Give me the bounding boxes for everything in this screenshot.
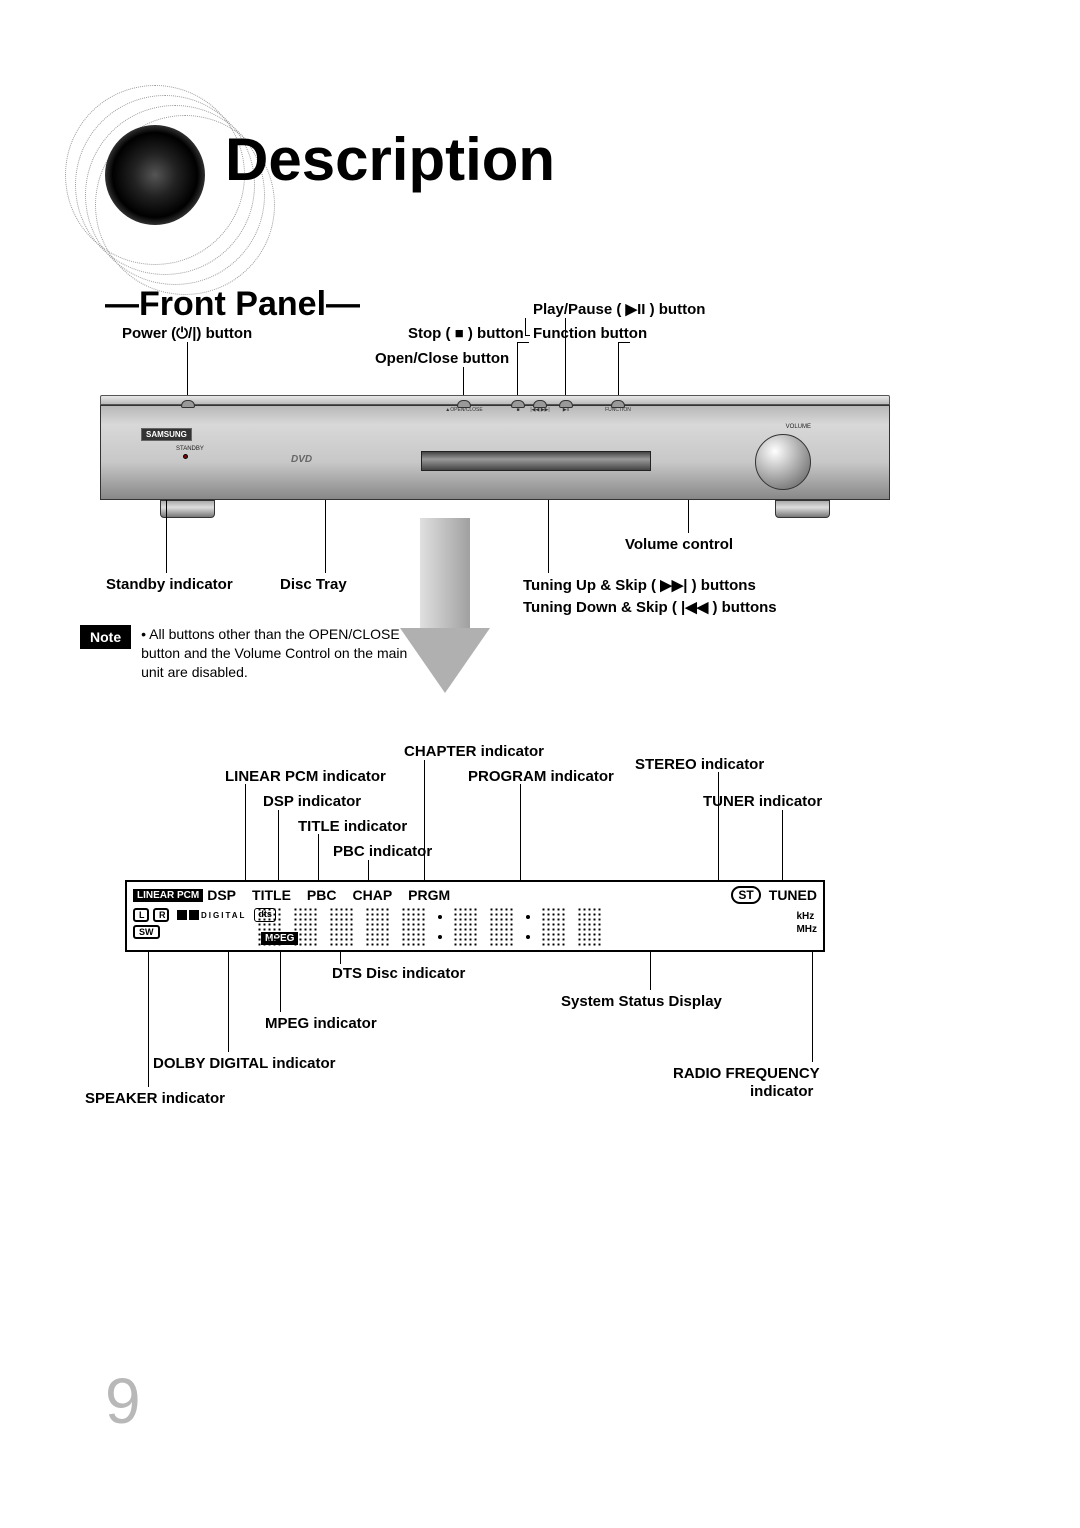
leader-line [166,500,167,573]
label-dsp: DSP indicator [263,793,361,810]
disp-linearpcm: LINEAR PCM [133,889,203,902]
label-pbc: PBC indicator [333,843,432,860]
leader-line [525,318,526,335]
note-body: All buttons other than the OPEN/CLOSE bu… [141,626,407,680]
standby-led [183,454,188,459]
skip-small-label: |◀◀ ▶▶| [530,407,549,413]
label-standby: Standby indicator [106,576,233,593]
leader-line [463,367,464,397]
disp-pbc: PBC [307,887,337,903]
leader-line [520,784,521,880]
label-dolby: DOLBY DIGITAL indicator [153,1055,336,1072]
disp-dsp: DSP [207,887,236,903]
disp-st: ST [731,886,760,904]
leader-line [280,952,281,1012]
disc-tray [421,451,651,471]
leader-line [618,342,619,396]
display-panel: LINEAR PCM DSP TITLE PBC CHAP PRGM ST TU… [125,880,825,952]
label-status: System Status Display [561,993,722,1010]
leader-line [548,500,549,573]
stop-small-label: ■ [516,407,519,413]
label-speaker: SPEAKER indicator [85,1090,225,1107]
leader-line [517,342,518,396]
leader-line [245,784,246,880]
label-tuneup: Tuning Up & Skip ( ▶▶| ) buttons [523,576,756,594]
dvd-player: SAMSUNG STANDBY DVD VOLUME ▲OPEN/CLOSE ■… [100,395,890,520]
leader-line [718,772,719,880]
disp-prgm: PRGM [408,887,450,903]
page-number: 9 [105,1364,141,1438]
leader-line [525,335,530,336]
note-text: • All buttons other than the OPEN/CLOSE … [141,625,431,682]
label-mpeg: MPEG indicator [265,1015,377,1032]
label-program: PROGRAM indicator [468,768,614,785]
label-power: Power (⏻/|) button [122,325,252,342]
label-chapter: CHAPTER indicator [404,743,544,760]
leader-line [782,810,783,880]
label-tunedown: Tuning Down & Skip ( |◀◀ ) buttons [523,598,777,616]
label-title: TITLE indicator [298,818,407,835]
play-small-label: ▶II [563,407,570,413]
label-stereo: STEREO indicator [635,756,764,773]
leader-line [318,834,319,880]
label-function: Function button [533,325,647,342]
disp-title: TITLE [252,887,291,903]
leader-line [228,952,229,1052]
volume-knob[interactable] [755,434,811,490]
label-openclose: Open/Close button [375,350,509,367]
note-bullet: • [141,626,146,642]
label-linearpcm: LINEAR PCM indicator [225,768,386,785]
leader-line [688,500,689,533]
label-volume: Volume control [625,536,733,553]
leader-line [340,952,341,964]
dvd-logo: DVD [291,454,312,465]
leader-line [517,342,529,343]
page-title: Description [225,125,555,194]
leader-line [187,342,188,398]
khz-label: kHz [796,910,817,923]
volume-small-label: VOLUME [786,424,811,430]
label-tuner: TUNER indicator [703,793,822,810]
leader-line [368,860,369,880]
leader-line [812,952,813,1062]
label-rf2: indicator [750,1083,813,1100]
label-disc-tray: Disc Tray [280,576,347,593]
note-box: Note • All buttons other than the OPEN/C… [80,625,431,682]
leader-line [650,952,651,990]
leader-line [325,500,326,573]
label-rf1: RADIO FREQUENCY [673,1065,820,1082]
power-button[interactable] [181,400,195,408]
disp-tuned: TUNED [769,887,817,903]
spk-sw: SW [133,925,160,939]
leader-line [424,760,425,880]
leader-line [565,318,566,396]
leader-line [618,342,630,343]
speaker-decoration [65,85,245,265]
dolby-digital-icon: DIGITAL [177,908,246,922]
device-foot [775,500,830,518]
leader-line [148,952,149,1087]
spk-l: L [133,908,149,922]
function-small-label: FUNCTION [605,407,631,413]
spk-r: R [153,908,169,922]
openclose-small-label: ▲OPEN/CLOSE [445,407,482,413]
freq-units: kHz MHz [796,910,817,936]
section-title: —Front Panel— [105,285,360,324]
disp-chap: CHAP [352,887,392,903]
leader-line [278,810,279,880]
label-dts: DTS Disc indicator [332,965,465,982]
label-playpause: Play/Pause ( ▶II ) button [533,300,705,318]
brand-badge: SAMSUNG [141,428,192,441]
standby-small-label: STANDBY [176,446,204,452]
segment-display [257,906,783,948]
device-foot [160,500,215,518]
label-stop: Stop ( ■ ) button [408,325,524,342]
mhz-label: MHz [796,923,817,936]
note-badge: Note [80,625,131,649]
